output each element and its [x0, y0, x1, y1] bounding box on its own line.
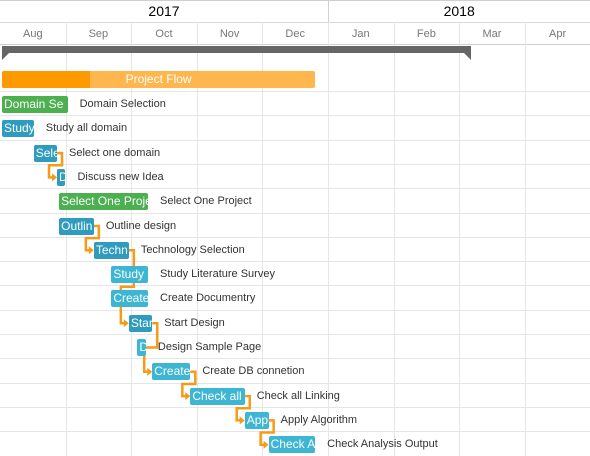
dependency-arrowhead: [52, 173, 58, 182]
row-line: [0, 431, 590, 433]
task-bar[interactable]: Star: [128, 314, 153, 332]
dependency-link: [235, 394, 251, 422]
header-top-border: [0, 0, 590, 1]
row-line: [0, 115, 590, 117]
task-bar[interactable]: Check Analy: [268, 436, 316, 454]
task-label: Check all Linking: [256, 389, 340, 402]
month-label-jan: Jan: [351, 28, 370, 40]
month-label-oct: Oct: [155, 28, 173, 40]
task-bar[interactable]: Create Docu: [111, 290, 148, 308]
row-line: [0, 212, 590, 214]
task-label: Apply Algorithm: [280, 413, 358, 426]
task-label: Start Design: [164, 316, 225, 329]
dependency-arrowhead: [263, 440, 269, 449]
task-bar[interactable]: D: [57, 168, 66, 186]
row-line: [0, 285, 590, 287]
summary-bar: [2, 46, 472, 53]
year-divider: [328, 0, 329, 22]
task-bar[interactable]: Select One Project: [59, 193, 148, 211]
month-divider: [459, 22, 461, 456]
task-bar[interactable]: Outlin: [59, 217, 94, 235]
task-bar[interactable]: Check all: [190, 387, 245, 405]
month-row-border: [0, 44, 590, 45]
row-line: [0, 139, 590, 141]
task-label: Outline design: [105, 219, 177, 232]
task-bar[interactable]: Techn: [93, 241, 129, 259]
task-label: Domain Selection: [79, 98, 166, 110]
row-line: [0, 163, 590, 165]
task-label: Discuss new Idea: [77, 170, 164, 183]
task-label: Create Documentry: [160, 292, 256, 305]
month-divider: [262, 22, 264, 456]
task-label: Select One Project: [160, 195, 252, 208]
row-line: [0, 406, 590, 408]
dependency-link: [142, 321, 159, 374]
dependency-arrowhead: [185, 392, 191, 401]
project-progress-fill: [2, 71, 90, 88]
task-label: Select one domain: [69, 146, 161, 159]
month-divider: [524, 22, 526, 456]
dependency-link: [259, 419, 275, 446]
project-bar-label: Project Flow: [125, 72, 192, 86]
row-line: [0, 261, 590, 263]
month-label-apr: Apr: [549, 28, 567, 40]
task-bar[interactable]: Study Litera: [111, 266, 148, 284]
dependency-link: [181, 370, 197, 398]
month-label-feb: Feb: [416, 28, 436, 40]
task-bar[interactable]: Study: [2, 120, 34, 138]
row-line: [0, 91, 590, 92]
dependency-link: [84, 224, 101, 252]
row-line: [0, 358, 590, 360]
row-line: [0, 382, 590, 384]
month-divider: [196, 22, 198, 456]
project-bar[interactable]: Project Flow: [2, 71, 316, 88]
task-bar[interactable]: Appl: [244, 411, 269, 429]
task-label: Design Sample Page: [157, 341, 262, 353]
year-label-2018: 2018: [443, 3, 475, 19]
task-label: Study Literature Survey: [160, 268, 275, 281]
month-label-sep: Sep: [88, 28, 109, 40]
month-divider: [131, 22, 133, 456]
month-divider: [328, 22, 329, 456]
dependency-link: [119, 249, 136, 325]
dependency-link: [47, 151, 64, 179]
task-label: Check Analysis Output: [327, 438, 438, 451]
dependency-arrowhead: [239, 416, 245, 425]
row-line: [0, 309, 590, 311]
task-bar[interactable]: Domain Se: [2, 96, 68, 113]
task-label: Study all domain: [45, 122, 128, 135]
month-label-dec: Dec: [285, 28, 305, 40]
month-label-mar: Mar: [482, 28, 502, 40]
dependency-arrowhead: [88, 246, 94, 255]
row-line: [0, 334, 590, 335]
year-row-border: [0, 22, 590, 23]
month-label-aug: Aug: [23, 28, 43, 40]
summary-bar-right-cap: [464, 53, 472, 60]
row-line: [0, 188, 590, 190]
task-bar[interactable]: D: [137, 339, 146, 356]
task-bar[interactable]: Create: [152, 363, 191, 381]
dependency-arrowhead: [123, 319, 129, 328]
month-label-nov: Nov: [219, 28, 240, 40]
month-divider: [393, 22, 395, 456]
dependency-arrowhead: [147, 367, 153, 376]
month-divider: [65, 22, 67, 456]
task-bar[interactable]: Sele: [33, 144, 57, 162]
row-line: [0, 236, 590, 238]
task-label: Create DB connetion: [202, 365, 305, 378]
year-label-2017: 2017: [148, 3, 180, 19]
task-label: Technology Selection: [140, 243, 245, 256]
summary-bar-left-cap: [2, 53, 9, 60]
